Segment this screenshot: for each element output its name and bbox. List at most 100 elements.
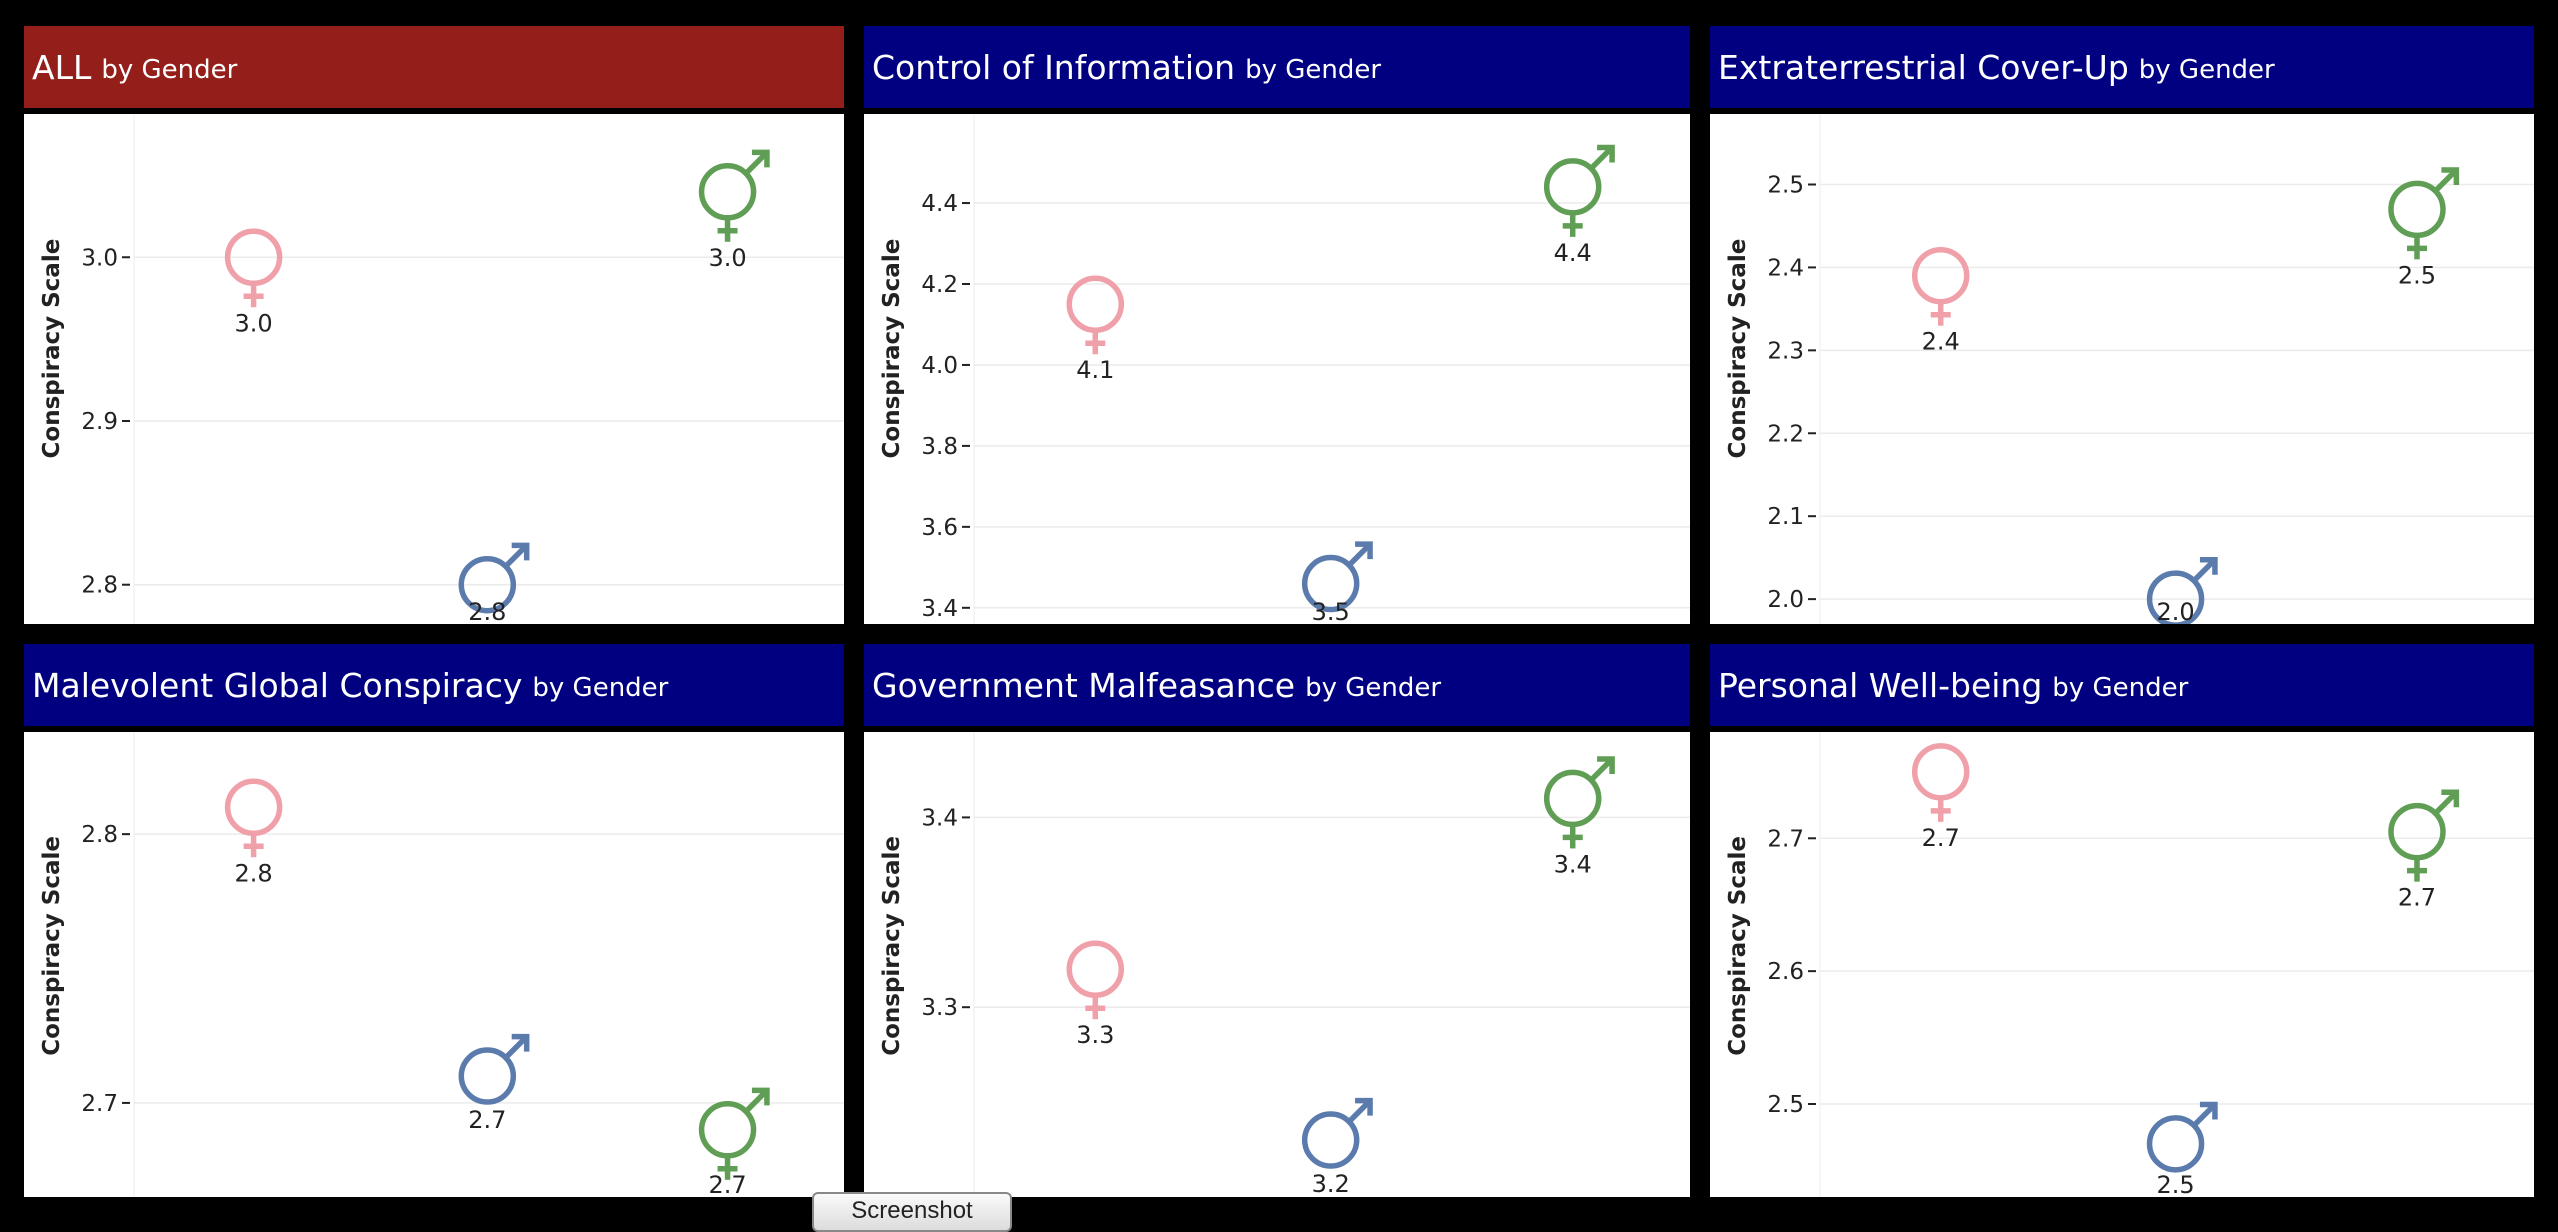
y-tick-label: 3.3	[921, 995, 958, 1021]
y-tick-label: 2.4	[1767, 255, 1804, 281]
plot-area: 3.4 3.6 3.8 4.0 4.2 4.4 Conspiracy Scale 4.1 3.5…	[864, 114, 1690, 624]
transgender-symbol-icon	[1543, 756, 1615, 849]
chart-title: Personal Well-being	[1718, 665, 2043, 705]
data-label: 2.8	[235, 859, 273, 887]
y-tick-label: 3.4	[921, 805, 958, 831]
data-label: 2.5	[2398, 261, 2436, 289]
chart-title: Malevolent Global Conspiracy	[32, 665, 523, 705]
y-tick-label: 2.9	[81, 409, 118, 435]
panel-header: ALL by Gender	[24, 26, 844, 108]
panel-header: Extraterrestrial Cover-Up by Gender	[1710, 26, 2534, 108]
chart-panel-control-of-information: Control of Information by Gender 3.4 3.6 3…	[864, 26, 1690, 624]
chart-title: Extraterrestrial Cover-Up	[1718, 47, 2129, 87]
panel-header: Personal Well-being by Gender	[1710, 644, 2534, 726]
y-tick-label: 3.8	[921, 434, 958, 460]
plot-area: 2.0 2.1 2.2 2.3 2.4 2.5 Conspiracy Scale 2.4 2.0…	[1710, 114, 2534, 624]
panel-header: Control of Information by Gender	[864, 26, 1690, 108]
y-tick-label: 2.8	[81, 822, 118, 848]
chart-subtitle: by Gender	[2052, 673, 2189, 703]
transgender-symbol-icon	[1543, 144, 1615, 237]
y-axis-label: Conspiracy Scale	[1725, 239, 1751, 459]
male-symbol-icon	[458, 542, 530, 614]
y-axis-label: Conspiracy Scale	[1725, 836, 1751, 1056]
scatter-chart: 2.8 2.9 3.0 Conspiracy Scale 3.0 2.8 3.0	[39, 114, 844, 624]
chart-title: ALL	[32, 47, 92, 87]
chart-panel-government-malfeasance: Government Malfeasance by Gender 3.3 3.4 C…	[864, 644, 1690, 1197]
y-tick-label: 3.0	[81, 245, 118, 271]
panel-header: Malevolent Global Conspiracy by Gender	[24, 644, 844, 726]
y-tick-label: 2.7	[81, 1091, 118, 1117]
data-label: 4.1	[1076, 356, 1114, 384]
data-label: 3.5	[1312, 598, 1350, 624]
data-label: 3.0	[708, 244, 746, 272]
male-symbol-icon	[458, 1033, 530, 1105]
scatter-chart: 3.3 3.4 Conspiracy Scale 3.3 3.2 3.4	[879, 732, 1690, 1197]
chart-panel-personal-well-being: Personal Well-being by Gender 2.5 2.6 2.7 C…	[1710, 644, 2534, 1197]
y-tick-label: 2.3	[1767, 338, 1804, 364]
chart-subtitle: by Gender	[1305, 673, 1442, 703]
y-tick-label: 2.1	[1767, 504, 1804, 530]
male-symbol-icon	[2146, 556, 2218, 624]
chart-subtitle: by Gender	[2138, 55, 2275, 85]
chart-title: Government Malfeasance	[872, 665, 1296, 705]
data-label: 2.0	[2156, 598, 2194, 624]
plot-area: 2.7 2.8 Conspiracy Scale 2.8 2.7 2.7	[24, 732, 844, 1197]
chart-subtitle: by Gender	[1245, 55, 1382, 85]
chart-panel-extraterrestrial-cover-up: Extraterrestrial Cover-Up by Gender 2.0 2…	[1710, 26, 2534, 624]
data-label: 2.4	[1922, 328, 1960, 356]
y-axis-label: Conspiracy Scale	[879, 836, 905, 1056]
chart-subtitle: by Gender	[101, 55, 238, 85]
male-symbol-icon	[2146, 1101, 2218, 1173]
female-symbol-icon	[224, 778, 283, 858]
data-label: 2.7	[708, 1171, 746, 1197]
transgender-symbol-icon	[698, 1087, 770, 1180]
data-label: 3.3	[1076, 1021, 1114, 1049]
y-tick-label: 4.4	[921, 191, 958, 217]
scatter-chart: 3.4 3.6 3.8 4.0 4.2 4.4 Conspiracy Scale 4.1 3.5…	[879, 114, 1690, 624]
male-symbol-icon	[1301, 1097, 1373, 1169]
chart-panel-malevolent-global-conspiracy: Malevolent Global Conspiracy by Gender 2…	[24, 644, 844, 1197]
data-label: 3.2	[1312, 1170, 1350, 1197]
y-tick-label: 2.7	[1767, 826, 1804, 852]
screenshot-button[interactable]: Screenshot	[812, 1192, 1012, 1232]
female-symbol-icon	[1066, 275, 1125, 355]
y-axis-label: Conspiracy Scale	[39, 239, 65, 459]
female-symbol-icon	[1911, 743, 1970, 822]
male-symbol-icon	[1301, 541, 1373, 613]
plot-area: 3.3 3.4 Conspiracy Scale 3.3 3.2 3.4	[864, 732, 1690, 1197]
y-tick-label: 3.6	[921, 515, 958, 541]
chart-subtitle: by Gender	[532, 673, 669, 703]
panel-header: Government Malfeasance by Gender	[864, 644, 1690, 726]
transgender-symbol-icon	[2388, 167, 2460, 260]
data-label: 2.7	[468, 1106, 506, 1134]
y-tick-label: 2.5	[1767, 1092, 1804, 1118]
scatter-chart: 2.7 2.8 Conspiracy Scale 2.8 2.7 2.7	[39, 732, 844, 1197]
data-label: 3.0	[235, 309, 273, 337]
y-tick-label: 4.0	[921, 353, 958, 379]
data-label: 2.5	[2156, 1171, 2194, 1197]
y-tick-label: 2.0	[1767, 587, 1804, 613]
plot-area: 2.5 2.6 2.7 Conspiracy Scale 2.7 2.5 2.7	[1710, 732, 2534, 1197]
data-label: 2.7	[2398, 884, 2436, 912]
scatter-chart: 2.5 2.6 2.7 Conspiracy Scale 2.7 2.5 2.7	[1725, 732, 2534, 1197]
y-axis-label: Conspiracy Scale	[39, 836, 65, 1056]
y-tick-label: 2.6	[1767, 959, 1804, 985]
female-symbol-icon	[1066, 940, 1125, 1020]
y-axis-label: Conspiracy Scale	[879, 239, 905, 459]
y-tick-label: 2.5	[1767, 172, 1804, 198]
transgender-symbol-icon	[2388, 789, 2460, 882]
chart-title: Control of Information	[872, 47, 1236, 87]
y-tick-label: 2.2	[1767, 421, 1804, 447]
y-tick-label: 4.2	[921, 272, 958, 298]
data-label: 2.7	[1922, 824, 1960, 852]
data-label: 3.4	[1554, 850, 1592, 878]
data-label: 4.4	[1554, 239, 1592, 267]
female-symbol-icon	[1911, 246, 1970, 326]
chart-panel-all: ALL by Gender 2.8 2.9 3.0 Conspiracy Scale 3…	[24, 26, 844, 624]
y-tick-label: 2.8	[81, 573, 118, 599]
data-label: 2.8	[468, 598, 506, 624]
plot-area: 2.8 2.9 3.0 Conspiracy Scale 3.0 2.8 3.0	[24, 114, 844, 624]
transgender-symbol-icon	[698, 149, 770, 242]
scatter-chart: 2.0 2.1 2.2 2.3 2.4 2.5 Conspiracy Scale 2.4 2.0…	[1725, 114, 2534, 624]
female-symbol-icon	[224, 228, 283, 308]
